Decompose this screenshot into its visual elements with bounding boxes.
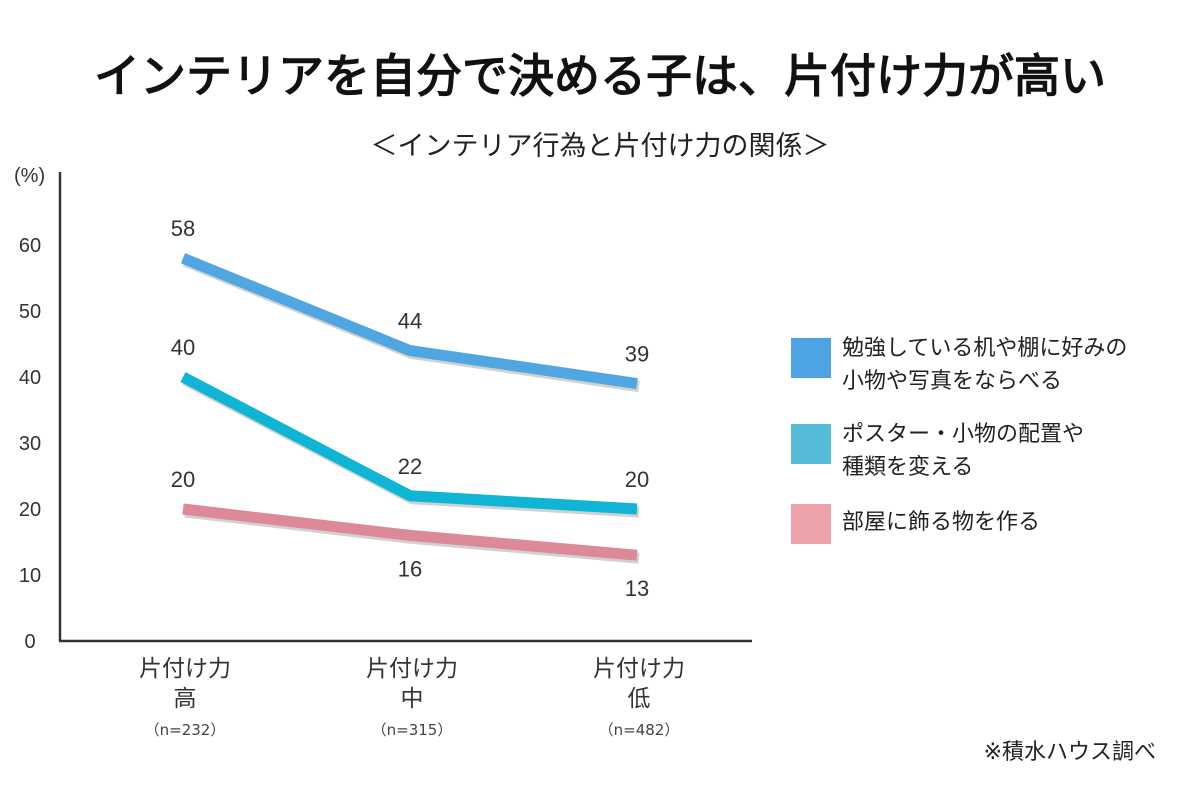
data-label: 40 xyxy=(171,335,195,360)
category-level: 中 xyxy=(401,686,424,712)
category-label: 片付け力 xyxy=(593,656,685,682)
legend-swatch xyxy=(791,504,831,544)
category-level: 高 xyxy=(174,686,197,712)
legend-label: 部屋に飾る物を作る xyxy=(842,510,1040,535)
chart-subtitle: ＜インテリア行為と片付け力の関係＞ xyxy=(371,131,830,162)
series-line xyxy=(182,503,638,561)
legend-label: 小物や写真をならべる xyxy=(842,369,1062,394)
y-tick-label: 20 xyxy=(19,499,41,521)
source-note: ※積水ハウス調べ xyxy=(984,740,1156,765)
series-lines xyxy=(180,253,640,564)
data-labels: 58 44 39 40 22 20 20 16 13 xyxy=(171,216,649,601)
series-line xyxy=(180,372,638,515)
data-label: 39 xyxy=(625,342,649,367)
y-tick-label: 10 xyxy=(19,565,41,587)
legend-label: ポスター・小物の配置や xyxy=(842,422,1084,447)
y-tick-label: 60 xyxy=(19,235,41,257)
axes xyxy=(58,172,752,643)
category-label: 片付け力 xyxy=(139,656,231,682)
y-tick-label: 40 xyxy=(19,367,41,389)
data-label: 16 xyxy=(398,556,422,581)
data-label: 13 xyxy=(625,576,649,601)
chart-title: インテリアを自分で決める子は、片付け力が高い xyxy=(94,49,1106,103)
legend-swatch xyxy=(791,338,831,378)
legend-swatch xyxy=(791,424,831,464)
category-n: （n=315） xyxy=(372,721,453,739)
y-axis-unit: (%) xyxy=(14,165,45,187)
legend-label: 種類を変える xyxy=(842,455,973,480)
legend-label: 勉強している机や棚に好みの xyxy=(842,336,1127,361)
y-tick-label: 30 xyxy=(19,433,41,455)
data-label: 20 xyxy=(171,467,195,492)
category-level: 低 xyxy=(628,686,651,712)
data-label: 22 xyxy=(398,454,422,479)
y-ticks: 0 10 20 30 40 50 60 xyxy=(19,235,41,653)
data-label: 44 xyxy=(398,309,422,334)
data-label: 58 xyxy=(171,216,195,241)
y-tick-label: 0 xyxy=(24,631,35,653)
category-n: （n=482） xyxy=(599,721,680,739)
y-tick-label: 50 xyxy=(19,301,41,323)
data-label: 20 xyxy=(625,467,649,492)
category-label: 片付け力 xyxy=(366,656,458,682)
category-n: （n=232） xyxy=(145,721,226,739)
legend: 勉強している机や棚に好みの小物や写真をならべるポスター・小物の配置や種類を変える… xyxy=(791,336,1127,544)
